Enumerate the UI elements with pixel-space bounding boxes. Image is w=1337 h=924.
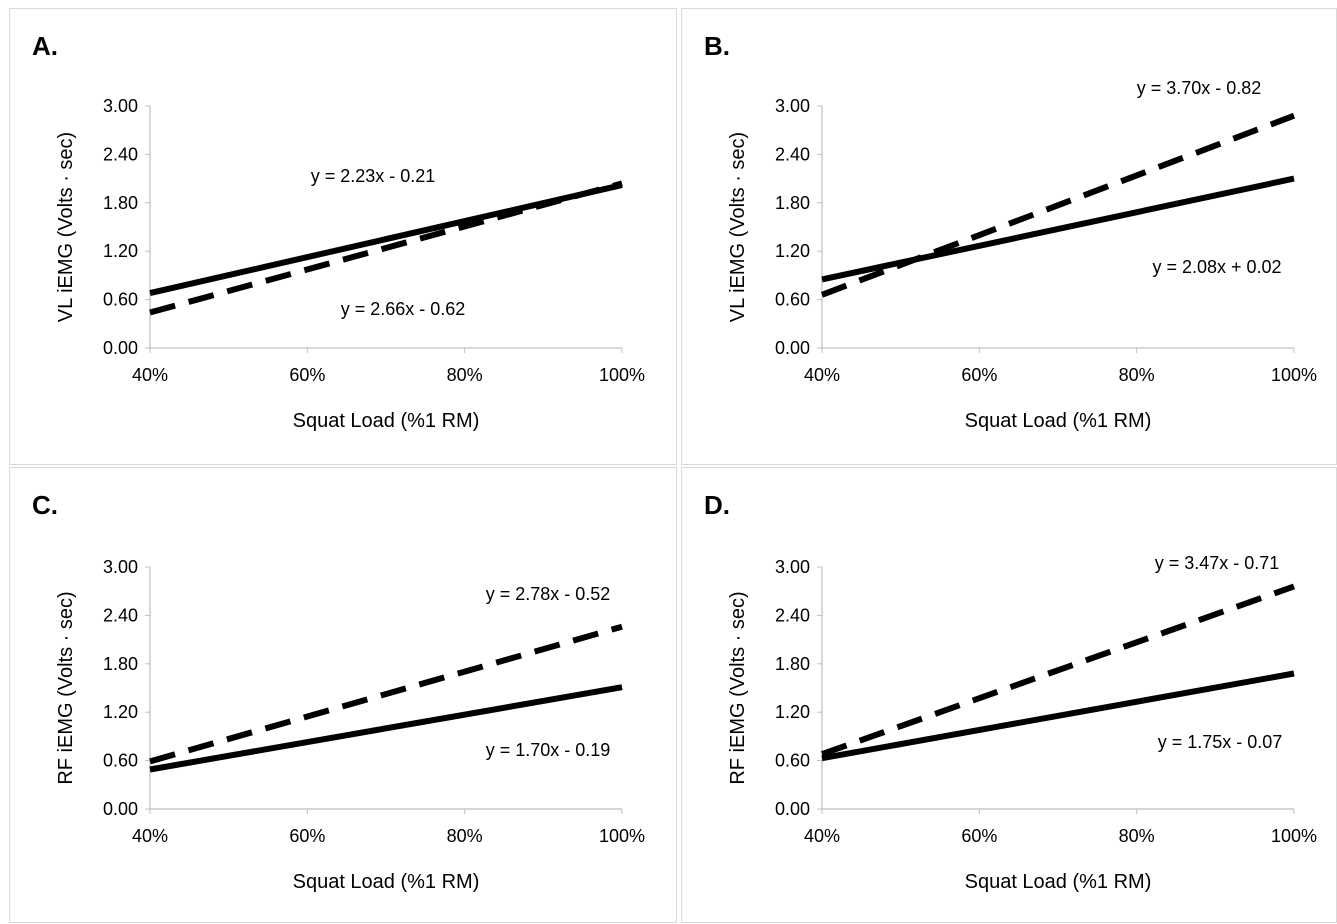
series-line-solid (821, 670, 1295, 762)
x-tick-label: 40% (132, 365, 168, 385)
equation-label-solid: y = 2.23x - 0.21 (311, 166, 436, 186)
y-axis-title: RF iEMG (Volts · sec) (55, 591, 77, 784)
x-tick-label: 40% (804, 826, 840, 846)
y-axis-title: VL iEMG (Volts · sec) (55, 132, 77, 322)
y-tick-label: 3.00 (103, 96, 138, 116)
x-tick-label: 100% (599, 365, 645, 385)
y-tick-label: 3.00 (775, 96, 810, 116)
series-line-dashed (149, 180, 623, 316)
x-tick-label: 80% (447, 826, 483, 846)
x-axis-title: Squat Load (%1 RM) (965, 410, 1152, 432)
y-tick-label: 0.60 (775, 751, 810, 771)
y-tick-label: 0.00 (103, 338, 138, 358)
panel-a: A. 0.00 0.60 1.20 1.80 2.40 3.00 40% 60% 80% 100%… (9, 8, 677, 465)
y-tick-label: 1.80 (103, 654, 138, 674)
x-tick-label: 80% (1119, 365, 1155, 385)
series-line-dashed (820, 112, 1296, 298)
x-tick-label: 80% (447, 365, 483, 385)
x-tick-label: 80% (1119, 826, 1155, 846)
chart-d: 0.00 0.60 1.20 1.80 2.40 3.00 40% 60% 80% 100% Squ… (727, 553, 1317, 893)
x-tick-label: 100% (1271, 365, 1317, 385)
chart-b: 0.00 0.60 1.20 1.80 2.40 3.00 40% 60% 80% 100% Squ… (727, 78, 1317, 432)
panel-label: A. (32, 31, 58, 61)
panel-label: D. (704, 490, 730, 520)
y-tick-label: 2.40 (103, 605, 138, 625)
chart-c: 0.00 0.60 1.20 1.80 2.40 3.00 40% 60% 80% 100% Squ… (55, 557, 645, 893)
x-tick-label: 40% (132, 826, 168, 846)
y-axis-title: RF iEMG (Volts · sec) (727, 591, 749, 784)
y-tick-label: 1.20 (103, 241, 138, 261)
series-line-dashed (820, 583, 1296, 757)
y-tick-label: 0.60 (775, 290, 810, 310)
x-tick-label: 60% (961, 826, 997, 846)
panel-label: C. (32, 490, 58, 520)
y-tick-label: 0.00 (103, 799, 138, 819)
y-tick-label: 2.40 (775, 144, 810, 164)
x-tick-label: 60% (289, 826, 325, 846)
panel-d: D. 0.00 0.60 1.20 1.80 2.40 3.00 40% 60% 80% 100%… (681, 467, 1337, 923)
chart-a: 0.00 0.60 1.20 1.80 2.40 3.00 40% 60% 80% 100% Squ… (55, 96, 645, 432)
x-tick-label: 40% (804, 365, 840, 385)
x-tick-label: 100% (599, 826, 645, 846)
y-tick-label: 1.80 (775, 654, 810, 674)
y-tick-label: 2.40 (775, 605, 810, 625)
y-tick-label: 1.80 (775, 193, 810, 213)
y-tick-label: 3.00 (775, 557, 810, 577)
equation-label-solid: y = 2.08x + 0.02 (1152, 257, 1281, 277)
equation-label-dashed: y = 3.70x - 0.82 (1137, 78, 1262, 98)
y-tick-label: 1.20 (775, 702, 810, 722)
y-tick-label: 1.80 (103, 193, 138, 213)
panel-label: B. (704, 31, 730, 61)
x-axis-title: Squat Load (%1 RM) (293, 410, 480, 432)
y-tick-label: 2.40 (103, 144, 138, 164)
x-tick-label: 100% (1271, 826, 1317, 846)
x-axis-title: Squat Load (%1 RM) (293, 871, 480, 893)
panel-c: C. 0.00 0.60 1.20 1.80 2.40 3.00 40% 60% 80% 100%… (9, 467, 677, 923)
y-tick-label: 3.00 (103, 557, 138, 577)
x-axis-title: Squat Load (%1 RM) (965, 871, 1152, 893)
panel-b: B. 0.00 0.60 1.20 1.80 2.40 3.00 40% 60% 80% 100%… (681, 8, 1337, 465)
x-tick-label: 60% (961, 365, 997, 385)
x-tick-label: 60% (289, 365, 325, 385)
y-tick-label: 0.60 (103, 751, 138, 771)
y-tick-label: 0.00 (775, 338, 810, 358)
series-line-dashed (149, 623, 623, 765)
equation-label-dashed: y = 3.47x - 0.71 (1155, 553, 1280, 573)
series-line-solid (149, 684, 623, 773)
equation-label-solid: y = 1.75x - 0.07 (1158, 732, 1283, 752)
y-tick-label: 1.20 (103, 702, 138, 722)
equation-label-dashed: y = 2.78x - 0.52 (486, 584, 611, 604)
y-axis-title: VL iEMG (Volts · sec) (727, 132, 749, 322)
y-tick-label: 0.00 (775, 799, 810, 819)
y-tick-label: 0.60 (103, 290, 138, 310)
equation-label-dashed: y = 2.66x - 0.62 (341, 299, 466, 319)
equation-label-solid: y = 1.70x - 0.19 (486, 740, 611, 760)
y-tick-label: 1.20 (775, 241, 810, 261)
